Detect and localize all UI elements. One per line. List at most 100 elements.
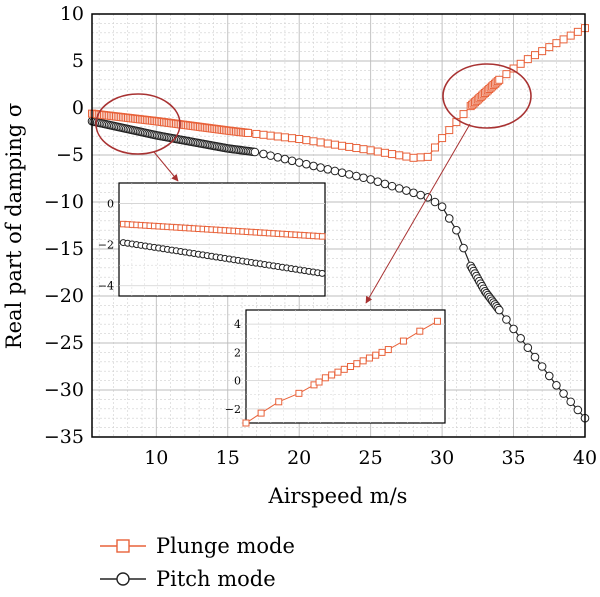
pitch-point bbox=[502, 315, 511, 324]
x-tick-label: 35 bbox=[501, 447, 525, 469]
pitch-point bbox=[444, 214, 454, 223]
inset-left-y-tick: −2 bbox=[98, 239, 114, 252]
inset-right-plunge-point bbox=[334, 368, 342, 376]
pitch-point bbox=[402, 186, 411, 195]
plunge-point bbox=[530, 51, 539, 60]
pitch-point bbox=[273, 153, 283, 162]
plunge-point bbox=[309, 137, 318, 146]
plunge-point bbox=[438, 134, 447, 143]
annotation-arrow-left bbox=[153, 151, 179, 182]
x-tick-label: 20 bbox=[287, 447, 311, 469]
pitch-point bbox=[344, 170, 354, 179]
inset-right-y-tick: −2 bbox=[225, 403, 241, 416]
inset-left-grid bbox=[119, 183, 325, 296]
plunge-point bbox=[330, 140, 339, 149]
inset-right-y-tick: 0 bbox=[234, 375, 241, 388]
legend-pitch-label: Pitch mode bbox=[156, 567, 276, 591]
pitch-point bbox=[573, 405, 583, 415]
pitch-point bbox=[544, 371, 554, 381]
y-tick-label: −30 bbox=[44, 379, 84, 401]
pitch-point bbox=[437, 202, 447, 211]
plunge-point bbox=[402, 152, 411, 161]
inset-left-tick-labels: 0 −2 −4 bbox=[98, 198, 114, 293]
inset-right-y-tick: 4 bbox=[234, 318, 241, 331]
inset-right-tick-labels: 4 2 0 −2 bbox=[225, 318, 241, 416]
highlight-ellipse-right bbox=[442, 63, 532, 129]
legend-pitch-marker bbox=[116, 572, 130, 586]
inset-left-y-tick: 0 bbox=[107, 198, 114, 211]
plunge-point bbox=[295, 135, 304, 144]
plunge-point bbox=[552, 39, 561, 48]
plunge-point bbox=[573, 27, 582, 36]
pitch-point bbox=[566, 397, 576, 407]
inset-right-plunge-point bbox=[416, 327, 424, 335]
pitch-point bbox=[537, 362, 547, 371]
x-tick-label: 30 bbox=[430, 447, 454, 469]
plunge-point bbox=[302, 136, 311, 145]
inset-right-series bbox=[242, 317, 441, 427]
plunge-point bbox=[338, 141, 347, 150]
plunge-point bbox=[366, 146, 375, 155]
pitch-point bbox=[359, 173, 368, 183]
plunge-point bbox=[252, 129, 261, 138]
pitch-point bbox=[509, 324, 518, 334]
plunge-point bbox=[273, 132, 282, 141]
plunge-point bbox=[244, 128, 253, 137]
pitch-point bbox=[302, 159, 311, 169]
legend-plunge-label: Plunge mode bbox=[156, 534, 295, 558]
plunge-point bbox=[430, 143, 439, 152]
inset-right-plunge-point bbox=[353, 360, 361, 368]
pitch-point bbox=[309, 161, 318, 171]
x-tick-label: 40 bbox=[573, 447, 597, 469]
plunge-point bbox=[459, 110, 468, 119]
annotation-arrow-right bbox=[365, 123, 471, 304]
pitch-point bbox=[323, 164, 333, 174]
pitch-point bbox=[409, 188, 418, 198]
plunge-point bbox=[445, 126, 454, 135]
pitch-point bbox=[366, 175, 375, 184]
plunge-point bbox=[495, 75, 504, 84]
y-tick-label: −5 bbox=[56, 144, 84, 166]
pitch-point bbox=[250, 147, 260, 157]
plunge-point bbox=[538, 47, 547, 56]
plunge-point bbox=[280, 133, 289, 142]
pitch-point bbox=[516, 334, 525, 343]
inset-right-plunge-point bbox=[315, 378, 323, 386]
inset-right-plunge-point bbox=[378, 348, 386, 356]
inset-right-plunge-point bbox=[295, 389, 303, 397]
plunge-point bbox=[516, 59, 525, 68]
pitch-point bbox=[316, 163, 325, 172]
y-tick-label: −35 bbox=[44, 426, 84, 448]
pitch-point bbox=[387, 181, 397, 191]
plunge-point bbox=[423, 152, 432, 161]
pitch-point bbox=[287, 156, 297, 166]
pitch-point bbox=[452, 225, 461, 235]
pitch-point bbox=[352, 171, 361, 181]
plunge-point bbox=[373, 147, 382, 156]
x-tick-label: 25 bbox=[359, 447, 383, 469]
plunge-point bbox=[359, 145, 368, 154]
x-tick-labels: 10 15 20 25 30 35 40 bbox=[144, 447, 597, 469]
pitch-point bbox=[380, 179, 390, 189]
x-axis-label: Airspeed m/s bbox=[268, 484, 408, 508]
pitch-point bbox=[523, 343, 533, 353]
highlight-ellipse-left bbox=[95, 93, 181, 155]
pitch-point bbox=[337, 168, 347, 177]
inset-right-plunge-point bbox=[384, 346, 392, 354]
plunge-point bbox=[559, 35, 568, 44]
plunge-point bbox=[323, 139, 332, 148]
pitch-point bbox=[530, 352, 540, 362]
pitch-point bbox=[552, 381, 561, 390]
pitch-point bbox=[373, 177, 383, 186]
y-tick-label: −20 bbox=[44, 285, 84, 307]
inset-right-grid bbox=[246, 310, 445, 423]
x-tick-label: 10 bbox=[144, 447, 168, 469]
inset-right-plunge-point bbox=[359, 357, 367, 365]
pitch-point bbox=[416, 190, 425, 200]
plunge-point bbox=[409, 153, 418, 162]
inset-left-series bbox=[119, 220, 326, 277]
inset-right-plunge-point bbox=[328, 371, 336, 379]
inset-right-y-tick: 2 bbox=[234, 346, 241, 359]
legend-plunge-marker bbox=[116, 539, 130, 553]
